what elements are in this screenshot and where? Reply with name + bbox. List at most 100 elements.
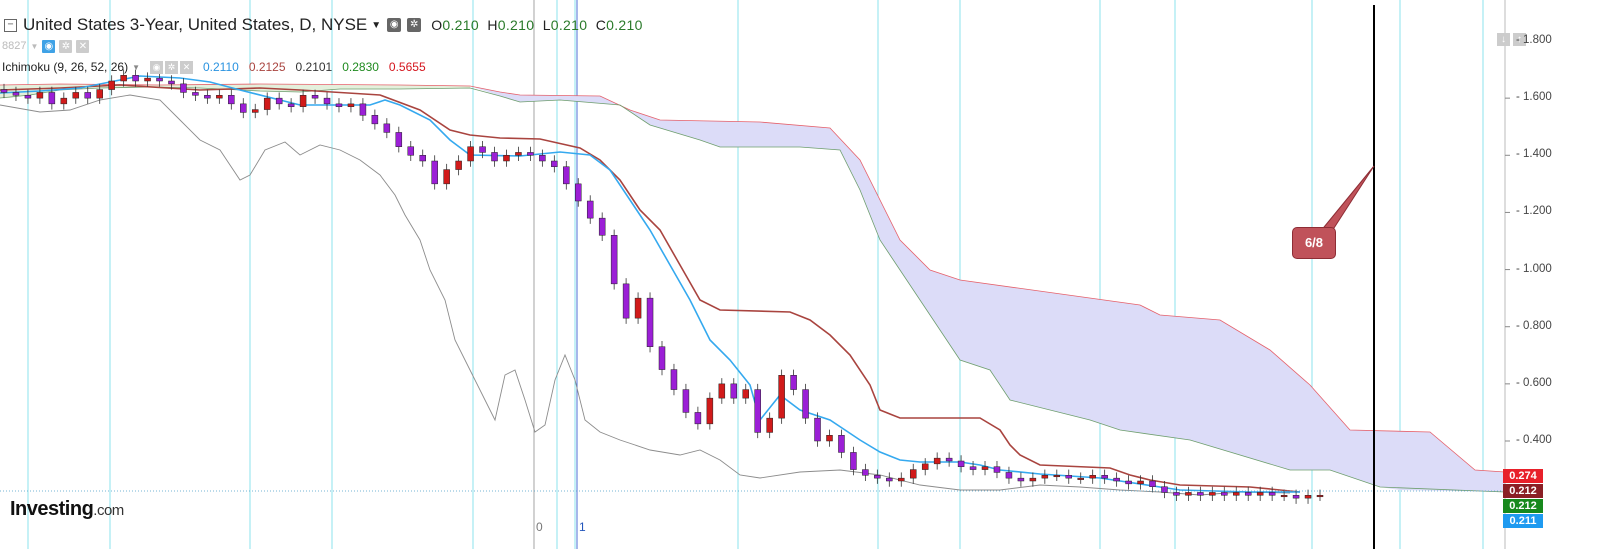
close-icon[interactable]: ✕ [180,60,193,74]
candle[interactable] [778,375,785,419]
candle[interactable] [898,477,905,482]
candle[interactable] [730,383,738,399]
candle[interactable] [108,80,115,90]
candle[interactable] [694,412,702,425]
scale-down-icon[interactable]: ↓ [1497,33,1510,46]
candle[interactable] [275,97,283,105]
candle[interactable] [96,89,103,99]
candle[interactable] [347,103,355,107]
candle[interactable] [1089,475,1096,479]
candle[interactable] [36,92,44,99]
candle[interactable] [251,109,259,113]
candle[interactable] [443,169,450,185]
ichimoku-dropdown-icon[interactable]: ▼ [132,62,140,72]
candle[interactable] [1221,492,1228,496]
candle[interactable] [706,397,714,425]
candle[interactable] [586,200,594,219]
candle[interactable] [180,83,187,93]
candle[interactable] [742,389,749,399]
candle[interactable] [622,283,630,319]
candle[interactable] [311,95,319,99]
candle[interactable] [802,389,809,419]
candle[interactable] [48,92,56,105]
candle[interactable] [886,477,893,482]
candle[interactable] [826,435,833,442]
candle[interactable] [491,152,498,162]
eye-icon[interactable]: ◉ [387,18,402,32]
candle[interactable] [981,466,989,470]
candle[interactable] [634,297,642,319]
candle[interactable] [299,95,307,107]
candle[interactable] [838,435,845,453]
candle[interactable] [969,466,977,470]
candle[interactable] [216,95,223,99]
candle[interactable] [503,155,510,162]
candle[interactable] [1101,475,1108,479]
candle[interactable] [1233,492,1240,496]
candle[interactable] [1268,492,1276,496]
candle[interactable] [383,123,391,133]
candle[interactable] [790,375,797,390]
symbol-title[interactable]: United States 3-Year, United States, D, … [23,15,368,34]
candle[interactable] [84,92,91,99]
gear-icon[interactable]: ✲ [165,60,178,74]
candle[interactable] [933,457,941,465]
candle[interactable] [60,97,68,105]
candle[interactable] [814,417,821,442]
candle[interactable] [120,75,127,82]
candle[interactable] [228,95,235,105]
candle[interactable] [371,115,379,125]
candle[interactable] [610,235,618,285]
candle[interactable] [204,95,211,99]
candle[interactable] [993,466,1001,473]
candle[interactable] [1256,492,1264,496]
candle[interactable] [539,155,546,162]
gear-icon[interactable]: ✲ [59,39,73,53]
candle[interactable] [766,417,773,433]
candle[interactable] [1137,480,1144,485]
symbol-dropdown-icon[interactable]: ▼ [371,19,382,31]
date-annotation[interactable]: 6/8 [1292,227,1336,259]
candle[interactable] [1280,495,1288,498]
candle[interactable] [598,217,606,236]
candle[interactable] [240,103,247,113]
candle[interactable] [1173,492,1180,496]
candle[interactable] [862,469,869,476]
candle[interactable] [1113,477,1120,482]
close-icon[interactable]: ✕ [76,39,90,53]
candle[interactable] [1149,480,1156,487]
candle[interactable] [467,146,474,162]
candle[interactable] [1005,472,1013,479]
candle[interactable] [1244,492,1252,496]
candle[interactable] [850,452,857,470]
candle[interactable] [718,383,726,399]
candle[interactable] [0,89,8,93]
candle[interactable] [144,77,151,82]
candle[interactable] [1316,495,1324,498]
candle[interactable] [168,80,175,85]
candle[interactable] [431,160,438,185]
eye-icon[interactable]: ◉ [150,60,163,74]
candle[interactable] [945,457,953,462]
candle[interactable] [12,92,20,96]
candle[interactable] [72,92,80,99]
candle[interactable] [323,97,331,105]
candle[interactable] [957,460,965,467]
candle[interactable] [682,389,690,413]
candle[interactable] [658,346,666,370]
candle[interactable] [1161,486,1168,493]
volume-dropdown-icon[interactable]: ▼ [30,41,39,51]
candle[interactable] [132,75,139,82]
candle[interactable] [156,77,163,82]
candle[interactable] [192,92,199,96]
candle[interactable] [754,389,761,433]
candle[interactable] [1053,475,1061,478]
candle[interactable] [24,95,32,99]
eye-icon[interactable]: ◉ [42,39,56,53]
candle[interactable] [1029,477,1037,482]
candle[interactable] [1292,495,1300,499]
candle[interactable] [395,132,403,147]
candle[interactable] [1017,477,1025,482]
candle[interactable] [1041,475,1049,479]
candle[interactable] [909,469,917,479]
